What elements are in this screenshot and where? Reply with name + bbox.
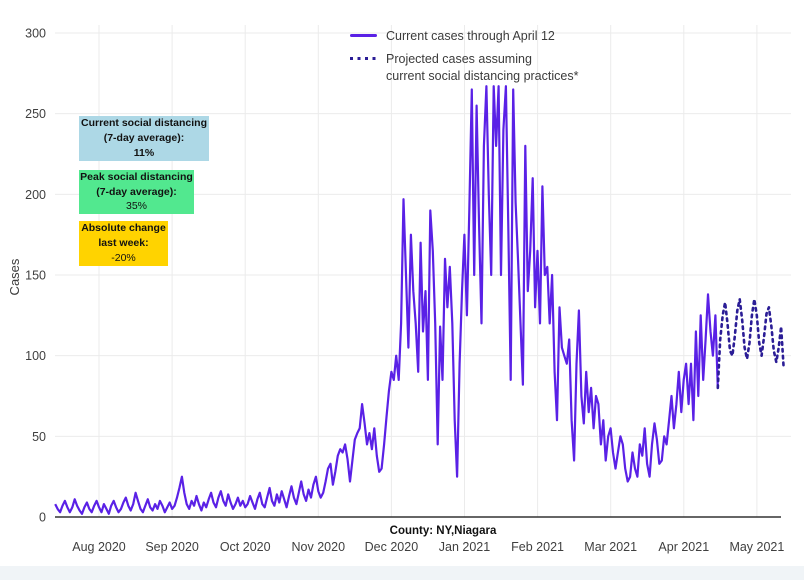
x-tick-label: Dec 2020 xyxy=(365,540,419,554)
y-tick-label: 300 xyxy=(25,27,46,41)
legend-item-projected: Projected cases assuming current social … xyxy=(350,51,578,84)
solid-line-swatch xyxy=(350,34,377,37)
x-tick-label: Feb 2021 xyxy=(511,540,564,554)
annotation-current-social-distancing: Current social distancing (7-day average… xyxy=(79,116,209,161)
x-tick-label: Oct 2020 xyxy=(220,540,271,554)
x-tick-label: May 2021 xyxy=(729,540,784,554)
annotation-absolute-change: Absolute change last week: -20% xyxy=(79,221,168,266)
x-tick-label: Sep 2020 xyxy=(145,540,199,554)
current-cases-line xyxy=(54,85,719,515)
y-tick-label: 150 xyxy=(25,269,46,283)
bottom-margin-strip xyxy=(0,566,804,580)
legend-label-current: Current cases through April 12 xyxy=(386,29,555,43)
x-tick-label: Nov 2020 xyxy=(292,540,346,554)
y-tick-label: 50 xyxy=(32,430,46,444)
legend-item-current: Current cases through April 12 xyxy=(350,28,578,44)
x-tick-label: Mar 2021 xyxy=(584,540,637,554)
projected-cases-line xyxy=(716,297,785,390)
y-tick-label: 0 xyxy=(39,511,46,525)
dotted-line-swatch xyxy=(350,57,377,61)
y-tick-label: 200 xyxy=(25,188,46,202)
county-label: County: NY,Niagara xyxy=(389,525,497,537)
annotation-peak-social-distancing: Peak social distancing (7-day average): … xyxy=(79,170,194,214)
x-tick-label: Jan 2021 xyxy=(439,540,490,554)
x-tick-label: Apr 2021 xyxy=(658,540,709,554)
chart-legend: Current cases through April 12 Projected… xyxy=(350,28,578,91)
y-axis-title: Cases xyxy=(7,258,22,296)
y-tick-label: 250 xyxy=(25,107,46,121)
legend-label-projected: Projected cases assuming current social … xyxy=(386,52,579,83)
x-tick-label: Aug 2020 xyxy=(72,540,126,554)
y-tick-label: 100 xyxy=(25,349,46,363)
